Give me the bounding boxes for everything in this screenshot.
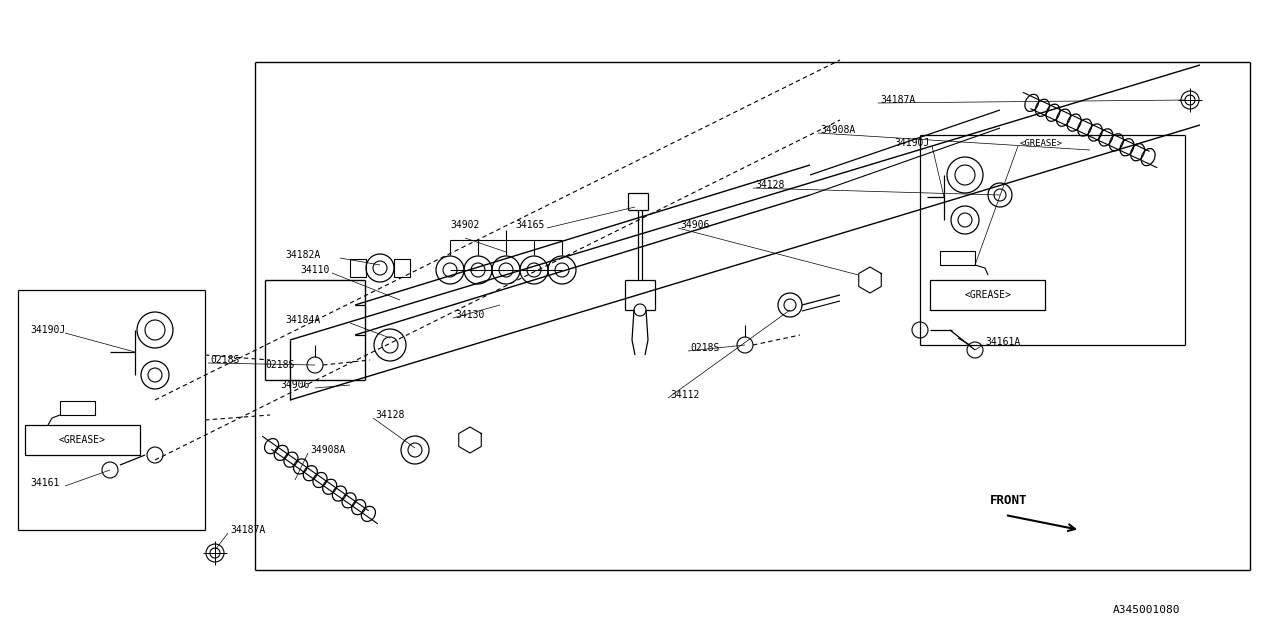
Text: 0218S: 0218S	[690, 343, 719, 353]
Text: 34161: 34161	[29, 478, 59, 488]
Bar	[26, 425, 140, 455]
Text: 34908A: 34908A	[820, 125, 855, 135]
Polygon shape	[458, 427, 481, 453]
Text: 0218S: 0218S	[265, 360, 294, 370]
Bar	[60, 401, 95, 415]
Text: 34906: 34906	[680, 220, 709, 230]
Text: A345001080: A345001080	[1112, 605, 1180, 615]
Text: 34128: 34128	[375, 410, 404, 420]
Text: 0218S: 0218S	[210, 355, 239, 365]
Text: 34190J: 34190J	[895, 138, 931, 148]
Text: 34906: 34906	[280, 380, 310, 390]
Text: 34184A: 34184A	[285, 315, 320, 325]
Text: 34130: 34130	[454, 310, 484, 320]
Text: <GREASE>: <GREASE>	[59, 435, 105, 445]
Bar	[940, 251, 975, 265]
Text: 34187A: 34187A	[230, 525, 265, 535]
Bar	[349, 259, 366, 277]
Text: 34190J: 34190J	[29, 325, 65, 335]
Text: FRONT: FRONT	[989, 493, 1028, 506]
Polygon shape	[859, 267, 881, 293]
Text: 34165: 34165	[516, 220, 545, 230]
Text: 34902: 34902	[451, 220, 480, 230]
Text: 34110: 34110	[301, 265, 330, 275]
Text: 34161A: 34161A	[986, 337, 1020, 347]
Text: 34908A: 34908A	[310, 445, 346, 455]
Bar	[394, 259, 410, 277]
Bar	[931, 280, 1044, 310]
Text: 34182A: 34182A	[285, 250, 320, 260]
Text: <GREASE>: <GREASE>	[1020, 138, 1062, 147]
Text: <GREASE>: <GREASE>	[965, 290, 1011, 300]
Text: 34128: 34128	[755, 180, 785, 190]
Text: 34187A: 34187A	[881, 95, 915, 105]
Text: 34112: 34112	[669, 390, 699, 400]
